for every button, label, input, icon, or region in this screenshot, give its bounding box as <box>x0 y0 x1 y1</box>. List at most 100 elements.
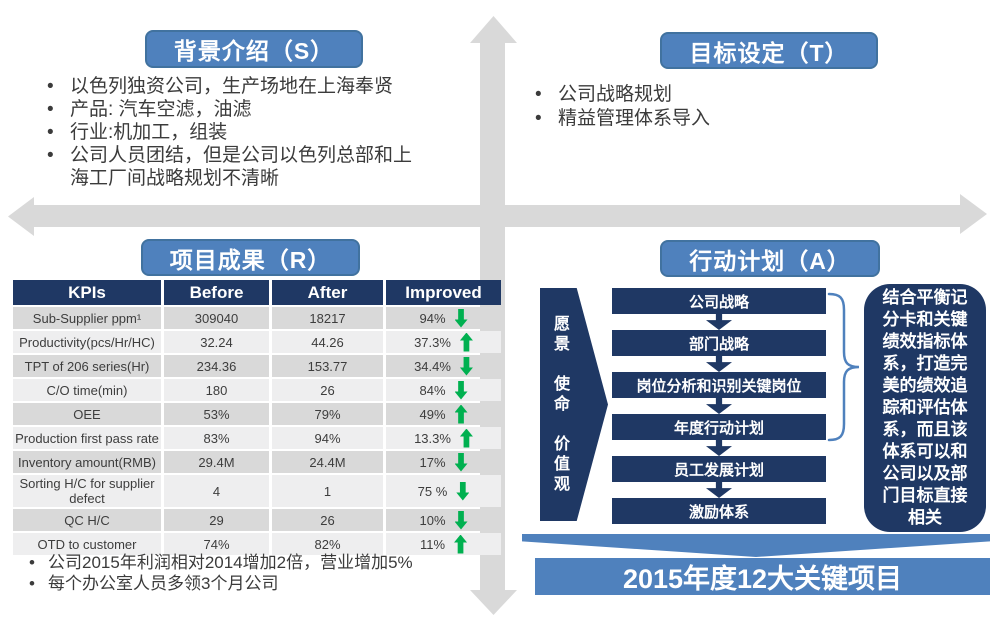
flow-step-box: 激励体系 <box>612 498 826 524</box>
table-row: Productivity(pcs/Hr/HC) 32.24 44.26 37.3% <box>13 331 501 353</box>
bullet-item: 公司战略规划 <box>528 83 868 107</box>
flow-step-box: 公司战略 <box>612 288 826 314</box>
improved-cell: 37.3% <box>386 331 501 353</box>
trend-down-icon <box>456 481 470 501</box>
table-row: TPT of 206 series(Hr) 234.36 153.77 34.4% <box>13 355 501 377</box>
before-cell: 29 <box>164 509 269 531</box>
axis-arrow-right-icon <box>960 194 987 234</box>
improved-cell: 49% <box>386 403 501 425</box>
table-row: C/O time(min) 180 26 84% <box>13 379 501 401</box>
flow-arrow-down-icon <box>706 482 732 498</box>
improved-cell: 13.3% <box>386 427 501 449</box>
after-cell: 26 <box>272 379 383 401</box>
bullet-item: 精益管理体系导入 <box>528 107 868 131</box>
bullet-item: 行业:机加工，组装 <box>40 121 430 144</box>
improved-cell: 17% <box>386 451 501 473</box>
bullet-item: 产品: 汽车空滤，油滤 <box>40 98 430 121</box>
curly-brace-icon <box>827 292 860 442</box>
table-row: OTD to customer 74% 82% 11% <box>13 533 501 555</box>
background-bullet-list: 以色列独资公司，生产场地在上海奉贤产品: 汽车空滤，油滤行业:机加工，组装公司人… <box>40 75 430 190</box>
kpi-cell: OEE <box>13 403 161 425</box>
background-title: 背景介绍（S） <box>145 30 363 68</box>
axis-arrow-down-icon <box>470 590 517 615</box>
down-chevron-icon <box>522 534 990 557</box>
improved-value: 94% <box>419 310 446 326</box>
before-cell: 74% <box>164 533 269 555</box>
vision-mission-values-shape: 愿 景 使 命 价 值 观 <box>540 288 608 521</box>
improved-cell: 10% <box>386 509 501 531</box>
kpi-cell: TPT of 206 series(Hr) <box>13 355 161 377</box>
after-cell: 24.4M <box>272 451 383 473</box>
axis-arrow-up-icon <box>470 16 517 43</box>
bullet-item: 每个办公室人员多领3个月公司 <box>22 573 474 594</box>
improved-cell: 75 % <box>386 475 501 507</box>
kpi-cell: QC H/C <box>13 509 161 531</box>
flow-step-box: 岗位分析和识别关键岗位 <box>612 372 826 398</box>
kpi-table: KPIs Before After Improved Sub-Supplier ppm… <box>10 278 504 557</box>
before-cell: 309040 <box>164 307 269 329</box>
flow-arrow-down-icon <box>706 314 732 330</box>
improved-value: 84% <box>419 382 446 398</box>
kpi-cell: Productivity(pcs/Hr/HC) <box>13 331 161 353</box>
improved-cell: 34.4% <box>386 355 501 377</box>
before-cell: 4 <box>164 475 269 507</box>
kpi-cell: Inventory amount(RMB) <box>13 451 161 473</box>
table-row: Sub-Supplier ppm¹ 309040 18217 94% <box>13 307 501 329</box>
target-bullet-list: 公司战略规划精益管理体系导入 <box>528 83 868 131</box>
before-cell: 32.24 <box>164 331 269 353</box>
before-cell: 83% <box>164 427 269 449</box>
improved-value: 10% <box>419 512 446 528</box>
key-projects-banner: 2015年度12大关键项目 <box>535 558 990 595</box>
table-row: QC H/C 29 26 10% <box>13 509 501 531</box>
trend-down-icon <box>459 356 473 376</box>
improved-cell: 11% <box>386 533 501 555</box>
improved-cell: 84% <box>386 379 501 401</box>
bullet-item: 公司人员团结，但是公司以色列总部和上海工厂间战略规划不清晰 <box>40 144 430 190</box>
result-bullet-list: 公司2015年利润相对2014增加2倍，营业增加5%每个办公室人员多领3个月公司 <box>22 552 474 594</box>
kpi-column-header: Before <box>164 280 269 305</box>
trend-up-icon <box>459 332 473 352</box>
kpi-column-header: KPIs <box>13 280 161 305</box>
target-title: 目标设定（T） <box>660 32 878 69</box>
kpi-cell: C/O time(min) <box>13 379 161 401</box>
kpi-cell: OTD to customer <box>13 533 161 555</box>
flow-arrow-down-icon <box>706 440 732 456</box>
improved-value: 17% <box>419 454 446 470</box>
flow-step-box: 部门战略 <box>612 330 826 356</box>
improved-value: 37.3% <box>414 334 451 350</box>
trend-up-icon <box>454 404 468 424</box>
after-cell: 26 <box>272 509 383 531</box>
after-cell: 79% <box>272 403 383 425</box>
after-cell: 18217 <box>272 307 383 329</box>
strategy-flowchart: 公司战略部门战略岗位分析和识别关键岗位 年度行动计划 员工发展计划 激励体系 <box>612 288 826 524</box>
improved-value: 11% <box>419 536 446 552</box>
kpi-column-header: After <box>272 280 383 305</box>
after-cell: 82% <box>272 533 383 555</box>
before-cell: 29.4M <box>164 451 269 473</box>
bsc-note-box: 结合平衡记 分卡和关键 绩效指标体 系，打造完 美的绩效追 踪和评估体 系，而且… <box>864 284 986 532</box>
flow-step-box: 员工发展计划 <box>612 456 826 482</box>
flow-step-box: 年度行动计划 <box>612 414 826 440</box>
table-row: Production first pass rate 83% 94% 13.3% <box>13 427 501 449</box>
before-cell: 53% <box>164 403 269 425</box>
after-cell: 44.26 <box>272 331 383 353</box>
after-cell: 94% <box>272 427 383 449</box>
improved-value: 13.3% <box>414 430 451 446</box>
axis-arrow-left-icon <box>8 197 34 236</box>
improved-value: 75 % <box>417 483 448 499</box>
kpi-table-header-row: KPIs Before After Improved <box>13 280 501 305</box>
trend-down-icon <box>454 308 468 328</box>
action-title: 行动计划（A） <box>660 240 880 277</box>
improved-cell: 94% <box>386 307 501 329</box>
horizontal-axis-bar <box>32 205 962 227</box>
kpi-column-header: Improved <box>386 280 501 305</box>
kpi-cell: Production first pass rate <box>13 427 161 449</box>
bullet-item: 以色列独资公司，生产场地在上海奉贤 <box>40 75 430 98</box>
kpi-cell: Sub-Supplier ppm¹ <box>13 307 161 329</box>
trend-down-icon <box>454 380 468 400</box>
trend-down-icon <box>454 510 468 530</box>
before-cell: 180 <box>164 379 269 401</box>
before-cell: 234.36 <box>164 355 269 377</box>
table-row: Sorting H/C for supplier defect 4 1 75 % <box>13 475 501 507</box>
